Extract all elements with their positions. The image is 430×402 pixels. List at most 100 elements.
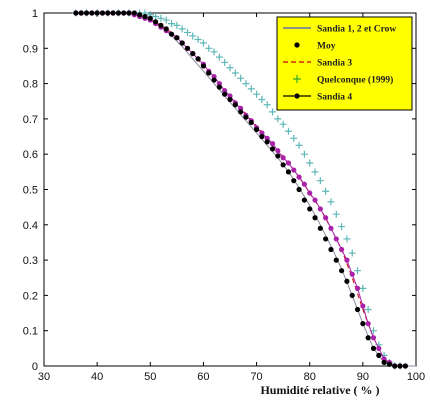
data-point — [296, 174, 302, 180]
data-point — [195, 56, 201, 62]
x-tick-label: 60 — [197, 371, 209, 383]
data-point — [285, 160, 292, 166]
data-point — [121, 10, 127, 16]
data-point — [317, 225, 323, 231]
data-point — [349, 292, 355, 298]
data-point — [189, 32, 197, 40]
data-point — [190, 50, 196, 57]
data-point — [269, 141, 276, 147]
series-moy — [73, 10, 408, 369]
data-point — [168, 20, 176, 28]
data-point — [168, 31, 175, 37]
data-point — [227, 96, 233, 103]
y-tick-label: 0.8 — [23, 79, 38, 91]
data-point — [94, 10, 100, 16]
legend-label: Moy — [317, 42, 336, 52]
data-point — [301, 197, 307, 203]
data-point — [174, 35, 180, 41]
data-point — [300, 150, 308, 158]
data-point — [328, 225, 334, 231]
data-point — [275, 153, 281, 159]
data-point — [370, 345, 377, 351]
data-point — [354, 285, 361, 291]
legend-item: Sandia 4 — [283, 93, 352, 103]
data-point — [360, 321, 366, 327]
x-axis-label: Humidité relative ( % ) — [260, 383, 379, 397]
data-point — [199, 39, 207, 47]
data-point — [364, 306, 372, 314]
data-point — [216, 84, 222, 90]
data-point — [152, 13, 160, 21]
series-layer — [72, 9, 416, 370]
data-point — [284, 127, 292, 135]
data-point — [333, 257, 339, 263]
data-point — [274, 115, 282, 123]
data-point — [237, 74, 245, 82]
data-point — [247, 85, 255, 93]
legend-item: Sandia 3 — [283, 59, 352, 69]
data-point — [280, 162, 286, 168]
data-point — [301, 181, 307, 187]
legend-item: Sandia 1, 2 et Crow — [283, 25, 396, 35]
data-point — [243, 114, 249, 120]
y-tick-label: 0.2 — [23, 290, 38, 302]
data-point — [296, 186, 302, 193]
data-point — [183, 28, 191, 36]
legend-swatch — [294, 42, 300, 48]
data-point — [211, 77, 217, 83]
data-point — [291, 167, 297, 173]
data-point — [78, 10, 84, 16]
data-point — [178, 25, 186, 33]
data-point — [99, 10, 106, 16]
data-point — [339, 246, 345, 253]
data-point — [386, 361, 393, 367]
data-point — [290, 134, 298, 142]
data-point — [232, 102, 238, 108]
data-point — [253, 126, 260, 133]
legend-label: Sandia 1, 2 et Crow — [317, 25, 396, 35]
data-point — [312, 215, 318, 221]
data-point — [285, 169, 292, 175]
data-point — [194, 35, 202, 43]
data-point — [376, 345, 382, 351]
data-point — [263, 101, 271, 109]
data-point — [137, 12, 143, 18]
data-point — [279, 120, 287, 128]
data-point — [280, 155, 286, 161]
data-point — [242, 80, 250, 88]
data-point — [392, 363, 398, 369]
legend-item: Moy — [294, 42, 336, 52]
data-point — [323, 236, 329, 242]
data-point — [370, 335, 377, 341]
data-point — [295, 141, 303, 149]
data-point — [348, 249, 356, 257]
data-point — [402, 363, 408, 369]
data-point — [158, 22, 164, 28]
x-tick-label: 30 — [38, 371, 50, 383]
data-point — [327, 198, 335, 206]
data-point — [365, 335, 371, 341]
data-point — [307, 190, 313, 196]
data-point — [163, 26, 169, 32]
data-point — [147, 15, 153, 21]
data-point — [359, 284, 367, 292]
data-point — [316, 177, 324, 185]
data-point — [381, 359, 387, 366]
data-point — [269, 108, 277, 116]
data-point — [205, 44, 213, 52]
data-point — [349, 271, 355, 277]
data-point — [312, 197, 318, 203]
x-tick-label: 90 — [357, 371, 369, 383]
legend-swatch — [293, 75, 301, 83]
data-point — [354, 306, 361, 313]
data-point — [248, 119, 254, 126]
data-point — [365, 321, 371, 327]
data-point — [344, 278, 350, 284]
legend-item: Quelconque (1999) — [293, 75, 393, 86]
x-tick-label: 40 — [91, 371, 103, 383]
data-point — [83, 10, 90, 16]
data-point — [317, 206, 323, 212]
legend-label: Sandia 4 — [317, 93, 352, 103]
data-point — [73, 10, 79, 16]
data-point — [153, 19, 159, 25]
